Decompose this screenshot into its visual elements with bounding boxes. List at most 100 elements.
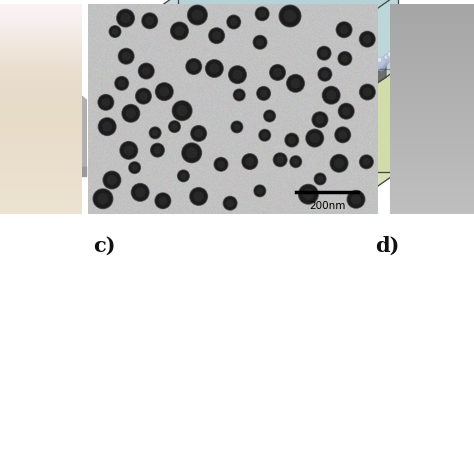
Circle shape xyxy=(187,148,197,158)
Circle shape xyxy=(234,141,237,144)
Circle shape xyxy=(344,80,347,83)
Circle shape xyxy=(259,121,267,129)
Circle shape xyxy=(378,64,381,67)
Circle shape xyxy=(179,168,182,171)
Circle shape xyxy=(237,92,242,98)
Circle shape xyxy=(389,53,392,55)
Circle shape xyxy=(352,77,355,80)
Circle shape xyxy=(221,150,224,153)
Circle shape xyxy=(310,96,313,98)
Circle shape xyxy=(292,109,294,112)
Circle shape xyxy=(270,64,285,80)
Circle shape xyxy=(206,154,214,162)
Circle shape xyxy=(201,153,209,161)
Circle shape xyxy=(175,27,184,36)
Circle shape xyxy=(325,86,333,94)
Circle shape xyxy=(200,157,202,160)
Circle shape xyxy=(319,96,322,99)
Circle shape xyxy=(298,100,306,108)
Circle shape xyxy=(260,123,263,126)
Circle shape xyxy=(93,189,113,209)
Circle shape xyxy=(214,157,228,171)
Circle shape xyxy=(305,101,308,104)
Circle shape xyxy=(182,165,185,168)
Circle shape xyxy=(362,72,365,75)
Polygon shape xyxy=(8,166,86,176)
Circle shape xyxy=(215,158,227,170)
Circle shape xyxy=(309,94,317,102)
Circle shape xyxy=(241,133,244,136)
Circle shape xyxy=(172,171,174,174)
Circle shape xyxy=(374,64,376,66)
Circle shape xyxy=(316,96,319,99)
Circle shape xyxy=(377,63,385,71)
Circle shape xyxy=(383,54,392,62)
Circle shape xyxy=(121,14,130,22)
Circle shape xyxy=(225,142,233,150)
Circle shape xyxy=(235,137,243,146)
Circle shape xyxy=(338,83,346,91)
Circle shape xyxy=(137,89,150,103)
Circle shape xyxy=(118,10,134,26)
Circle shape xyxy=(359,31,375,47)
Circle shape xyxy=(99,118,116,136)
Circle shape xyxy=(132,165,137,170)
Circle shape xyxy=(364,36,371,43)
Circle shape xyxy=(316,116,324,124)
Circle shape xyxy=(210,153,218,161)
Circle shape xyxy=(150,128,160,138)
Text: d): d) xyxy=(375,236,400,256)
Circle shape xyxy=(243,135,251,143)
Circle shape xyxy=(360,84,375,100)
Circle shape xyxy=(349,80,352,82)
Circle shape xyxy=(306,129,324,147)
Circle shape xyxy=(123,105,139,121)
Circle shape xyxy=(173,101,191,119)
Circle shape xyxy=(257,188,263,193)
Circle shape xyxy=(280,118,283,120)
Text: 200nm: 200nm xyxy=(309,201,345,211)
Circle shape xyxy=(267,119,275,127)
Circle shape xyxy=(170,170,178,178)
Circle shape xyxy=(337,82,339,85)
Circle shape xyxy=(297,102,305,110)
Polygon shape xyxy=(148,64,386,195)
Text: aqueous phase: aqueous phase xyxy=(146,126,271,141)
Circle shape xyxy=(169,173,172,176)
Circle shape xyxy=(339,80,342,83)
Circle shape xyxy=(122,104,140,122)
Circle shape xyxy=(129,162,140,173)
Circle shape xyxy=(288,75,303,91)
Circle shape xyxy=(339,53,351,64)
Circle shape xyxy=(236,135,244,143)
Circle shape xyxy=(314,94,322,102)
Circle shape xyxy=(293,159,299,164)
Circle shape xyxy=(284,112,287,115)
Circle shape xyxy=(146,17,154,25)
Polygon shape xyxy=(138,97,358,200)
Circle shape xyxy=(369,64,372,67)
Circle shape xyxy=(355,70,362,78)
Circle shape xyxy=(375,60,383,68)
Circle shape xyxy=(192,10,202,20)
Circle shape xyxy=(369,69,371,72)
Circle shape xyxy=(214,148,222,156)
Circle shape xyxy=(254,126,262,134)
Circle shape xyxy=(230,18,237,25)
Circle shape xyxy=(231,121,243,133)
Circle shape xyxy=(153,183,161,191)
Circle shape xyxy=(143,14,157,28)
FancyArrow shape xyxy=(404,99,436,117)
Circle shape xyxy=(177,106,187,116)
Circle shape xyxy=(173,101,192,120)
Circle shape xyxy=(259,129,271,141)
Circle shape xyxy=(172,124,177,129)
Circle shape xyxy=(257,87,270,100)
Circle shape xyxy=(230,137,238,146)
Circle shape xyxy=(286,108,294,116)
Circle shape xyxy=(228,140,236,148)
Circle shape xyxy=(151,143,164,157)
Circle shape xyxy=(242,138,245,141)
Circle shape xyxy=(191,126,207,141)
Circle shape xyxy=(319,68,331,80)
